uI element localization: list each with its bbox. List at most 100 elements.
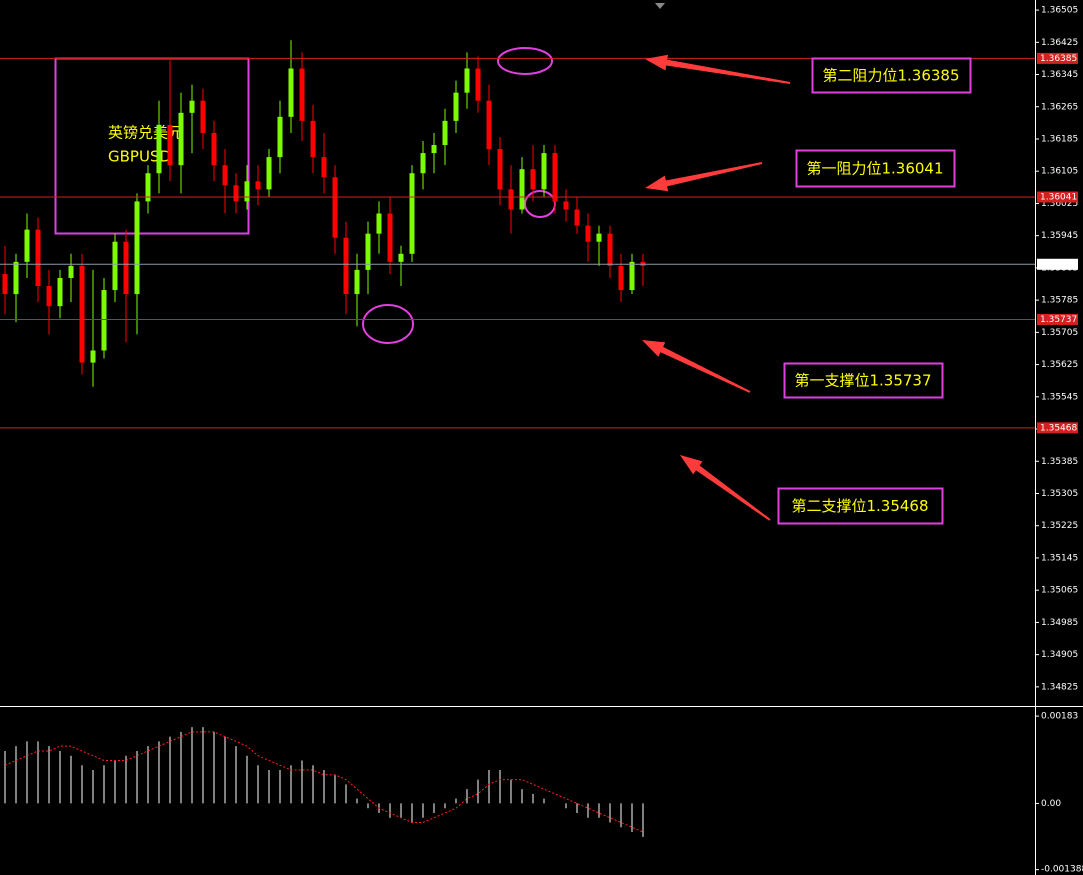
level-label-box bbox=[1037, 313, 1078, 325]
candle-body bbox=[585, 225, 591, 242]
y-tick-label: 1.34825 bbox=[1041, 682, 1078, 692]
candle-body bbox=[453, 92, 459, 121]
candle-body bbox=[266, 157, 272, 190]
candle-body bbox=[299, 68, 305, 121]
level-label: 1.36041 bbox=[1040, 192, 1077, 202]
candle-body bbox=[519, 169, 525, 210]
y-tick-label: 1.36345 bbox=[1041, 70, 1078, 80]
candle-body bbox=[255, 181, 261, 190]
candle-body bbox=[13, 261, 19, 295]
candle-body bbox=[629, 261, 635, 291]
candle-body bbox=[541, 153, 547, 190]
candle-body bbox=[508, 189, 514, 210]
candle-body bbox=[123, 241, 129, 295]
level-label-box bbox=[1037, 191, 1078, 203]
candle-body bbox=[288, 68, 294, 117]
candle-body bbox=[387, 213, 393, 262]
y-tick-label: 1.36505 bbox=[1041, 6, 1078, 16]
candle-body bbox=[57, 277, 63, 307]
level-label-box bbox=[1037, 52, 1078, 64]
candle-body bbox=[46, 286, 52, 307]
current-price-label: 1.35874 bbox=[1040, 260, 1077, 270]
annotation-arrow bbox=[680, 455, 771, 521]
annotation-arrow bbox=[642, 340, 751, 393]
candle-body bbox=[563, 201, 569, 210]
y-tick-label: 1.35225 bbox=[1041, 521, 1078, 531]
annotation-text: 第一阻力位1.36041 bbox=[806, 160, 943, 178]
candle-body bbox=[607, 233, 613, 266]
candle-body bbox=[277, 116, 283, 158]
y-tick-label: 1.35545 bbox=[1041, 392, 1078, 402]
candle-body bbox=[530, 169, 536, 190]
y-tick-label: 1.36105 bbox=[1041, 167, 1078, 177]
candle-body bbox=[464, 68, 470, 93]
candle-body bbox=[442, 120, 448, 146]
candle-body bbox=[24, 229, 30, 262]
level-label: 1.35468 bbox=[1040, 423, 1077, 433]
candle-body bbox=[200, 100, 206, 133]
candle-body bbox=[189, 100, 195, 113]
annotation-text: 第一支撑位1.35737 bbox=[794, 372, 931, 390]
candle-body bbox=[431, 145, 437, 154]
candle-body bbox=[156, 124, 162, 174]
pair-symbol: GBPUSD bbox=[108, 148, 171, 166]
highlight-ellipse bbox=[497, 47, 553, 75]
candle-body bbox=[101, 290, 107, 351]
y-tick-label: 1.35785 bbox=[1041, 296, 1078, 306]
candle-body bbox=[145, 173, 151, 202]
pair-name: 英镑兑美元 bbox=[108, 124, 183, 142]
candle-body bbox=[475, 68, 481, 101]
overlay: 1.36385 1.36041 1.35737 1.35468 1.35874 第二阻力位… bbox=[642, 52, 1078, 525]
candle-body bbox=[178, 112, 184, 166]
candle-body bbox=[244, 181, 250, 202]
level-label: 1.36385 bbox=[1040, 54, 1077, 64]
annotation-arrow bbox=[645, 54, 791, 84]
candle-body bbox=[409, 173, 415, 254]
candle-body bbox=[398, 253, 404, 262]
candle-body bbox=[310, 120, 316, 158]
y-tick-label: 1.36185 bbox=[1041, 134, 1078, 144]
candle-body bbox=[211, 132, 217, 166]
y-tick-label: 1.35385 bbox=[1041, 457, 1078, 467]
candle-body bbox=[486, 100, 492, 150]
candle-body bbox=[574, 209, 580, 226]
annotation-text: 第二支撑位1.35468 bbox=[791, 497, 928, 515]
level-label: 1.35737 bbox=[1040, 315, 1077, 325]
y-tick-label: 1.35305 bbox=[1041, 489, 1078, 499]
candle-body bbox=[618, 265, 624, 291]
candle-body bbox=[68, 265, 74, 278]
candle-body bbox=[365, 233, 371, 270]
plot: 1.36505 1.36425 1.36345 1.36265 1.36185 1.361… bbox=[0, 6, 1083, 875]
level-label-box bbox=[1037, 422, 1078, 434]
annotation-box bbox=[777, 487, 944, 525]
annotation-box bbox=[783, 362, 944, 399]
candle-body bbox=[112, 241, 118, 291]
y-tick-label: 0.00 bbox=[1041, 799, 1061, 809]
candle-body bbox=[321, 157, 327, 178]
highlight-ellipse bbox=[362, 304, 414, 344]
candle-body bbox=[332, 177, 338, 238]
annotation-box bbox=[811, 57, 972, 94]
y-tick-label: 1.35625 bbox=[1041, 360, 1078, 370]
signal-line bbox=[4, 731, 644, 833]
y-tick-label: 1.35705 bbox=[1041, 328, 1078, 338]
y-tick-label: 1.35065 bbox=[1041, 586, 1078, 596]
y-tick-label: -0.001388 bbox=[1041, 865, 1083, 875]
candle-body bbox=[2, 273, 8, 295]
candle-body bbox=[90, 350, 96, 363]
y-tick-label: 1.34905 bbox=[1041, 650, 1078, 660]
candle-body bbox=[420, 153, 426, 174]
candle-body bbox=[552, 153, 558, 202]
annotation-arrow bbox=[645, 162, 763, 192]
scroll-marker bbox=[655, 3, 665, 9]
candle-body bbox=[354, 269, 360, 295]
candle-body bbox=[376, 213, 382, 234]
y-tick-label: 1.35145 bbox=[1041, 553, 1078, 563]
candle-body bbox=[596, 233, 602, 242]
annotation-box bbox=[795, 149, 956, 188]
y-tick-label: 1.35945 bbox=[1041, 231, 1078, 241]
candle-body bbox=[134, 201, 140, 295]
candle-body bbox=[233, 185, 239, 202]
y-tick-label: 1.34985 bbox=[1041, 618, 1078, 628]
